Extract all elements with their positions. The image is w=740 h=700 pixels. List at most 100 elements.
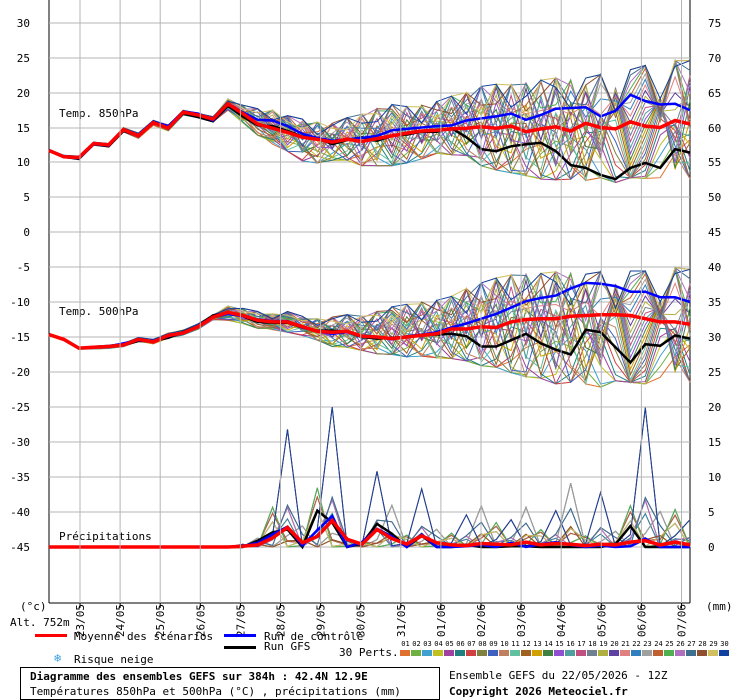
pert-legend-swatch [631, 650, 641, 656]
date-tick-label: 07/06 [676, 604, 689, 637]
pert-legend-number: 21 [621, 640, 630, 648]
ensemble-mean-line [48, 310, 691, 350]
pert-legend-number: 26 [676, 640, 685, 648]
pert-legend-swatch [543, 650, 553, 656]
pert-legend-swatch [576, 650, 586, 656]
pert-legend-number: 29 [709, 640, 718, 648]
left-tick-label: 15 [17, 122, 30, 135]
pert-legend-number: 04 [434, 640, 443, 648]
left-tick-label: 0 [23, 226, 30, 239]
pert-legend-swatch [653, 650, 663, 656]
pert-legend-swatch [466, 650, 476, 656]
pert-legend-number: 25 [665, 640, 674, 648]
date-tick-label: 23/05 [74, 604, 87, 637]
panel-label: Précipitations [59, 530, 152, 543]
right-tick-label: 35 [708, 296, 721, 309]
right-tick-label: 60 [708, 122, 721, 135]
legend-gfs-label: Run GFS [264, 640, 311, 653]
right-tick-label: 75 [708, 17, 721, 30]
pert-legend-swatch [400, 650, 410, 656]
left-tick-label: -30 [10, 436, 30, 449]
right-tick-label: 55 [708, 156, 721, 169]
ensemble-mean-line [49, 517, 691, 549]
pert-legend-swatch [422, 650, 432, 656]
right-tick-label: 65 [708, 87, 721, 100]
pert-legend-swatch [411, 650, 421, 656]
left-tick-label: -45 [10, 541, 30, 554]
right-tick-label: 50 [708, 191, 721, 204]
right-tick-label: 45 [708, 226, 721, 239]
right-tick-label: 10 [708, 471, 721, 484]
pert-legend-number: 19 [599, 640, 608, 648]
chart-subtitle: Températures 850hPa et 500hPa (°C) , pré… [30, 685, 401, 698]
pert-legend-number: 14 [544, 640, 553, 648]
pert-legend-swatch [433, 650, 443, 656]
date-tick-label: 01/06 [435, 604, 448, 637]
pert-legend-swatch [609, 650, 619, 656]
pert-legend-swatch [455, 650, 465, 656]
right-tick-label: 25 [708, 366, 721, 379]
ensemble-member-line [48, 60, 691, 157]
pert-legend-swatch [664, 650, 674, 656]
date-tick-label: 05/06 [595, 604, 608, 637]
pert-legend-number: 27 [687, 640, 696, 648]
date-tick-label: 28/05 [275, 604, 288, 637]
left-tick-label: -5 [17, 261, 30, 274]
date-tick-label: 06/06 [635, 604, 648, 637]
pert-legend-number: 05 [445, 640, 454, 648]
altitude-label: Alt. 752m [10, 616, 70, 629]
date-tick-label: 31/05 [395, 604, 408, 637]
pert-legend-number: 28 [698, 640, 707, 648]
pert-legend-swatch [675, 650, 685, 656]
pert-legend-number: 09 [489, 640, 498, 648]
pert-legend-number: 30 [720, 640, 729, 648]
pert-legend-swatch [521, 650, 531, 656]
left-tick-label: 5 [23, 191, 30, 204]
left-tick-label: -15 [10, 331, 30, 344]
left-tick-label: 25 [17, 52, 30, 65]
pert-legend-number: 15 [555, 640, 564, 648]
date-tick-label: 27/05 [234, 604, 247, 637]
pert-legend-number: 23 [643, 640, 652, 648]
legend-mean-label: Moyenne des scénarios [74, 630, 214, 643]
pert-legend-swatch [587, 650, 597, 656]
pert-legend-number: 16 [566, 640, 575, 648]
pert-legend-swatch [499, 650, 509, 656]
pert-legend-number: 08 [478, 640, 487, 648]
legend-control-swatch [224, 634, 256, 637]
pert-legend-number: 24 [654, 640, 663, 648]
panel-label: Temp. 500hPa [59, 305, 138, 318]
legend-mean-swatch [35, 634, 67, 637]
ensemble-member-line [48, 109, 691, 181]
left-unit-label: (°c) [20, 600, 47, 613]
pert-legend-number: 11 [511, 640, 520, 648]
right-tick-label: 30 [708, 331, 721, 344]
pert-legend-swatch [444, 650, 454, 656]
right-tick-label: 15 [708, 436, 721, 449]
pert-legend-number: 06 [456, 640, 465, 648]
pert-legend-number: 18 [588, 640, 597, 648]
pert-legend-number: 22 [632, 640, 641, 648]
copyright: Copyright 2026 Meteociel.fr [449, 685, 628, 698]
left-tick-label: 10 [17, 156, 30, 169]
date-tick-label: 25/05 [154, 604, 167, 637]
pert-legend-swatch [686, 650, 696, 656]
pert-legend-swatch [477, 650, 487, 656]
date-tick-label: 24/05 [114, 604, 127, 637]
pert-legend-swatch [488, 650, 498, 656]
right-tick-label: 40 [708, 261, 721, 274]
pert-legend-number: 03 [423, 640, 432, 648]
date-tick-label: 04/06 [555, 604, 568, 637]
panel-label: Temp. 850hPa [59, 107, 138, 120]
date-tick-label: 30/05 [355, 604, 368, 637]
left-tick-label: -25 [10, 401, 30, 414]
legend-perts-label: 30 Perts. [339, 646, 399, 659]
date-tick-label: 03/06 [515, 604, 528, 637]
pert-legend-swatch [532, 650, 542, 656]
run-info: Ensemble GEFS du 22/05/2026 - 12Z [449, 669, 668, 682]
right-tick-label: 5 [708, 506, 715, 519]
legend-control-label: Run de contrôle [264, 630, 364, 643]
pert-legend-number: 02 [412, 640, 421, 648]
pert-legend-swatch [719, 650, 729, 656]
